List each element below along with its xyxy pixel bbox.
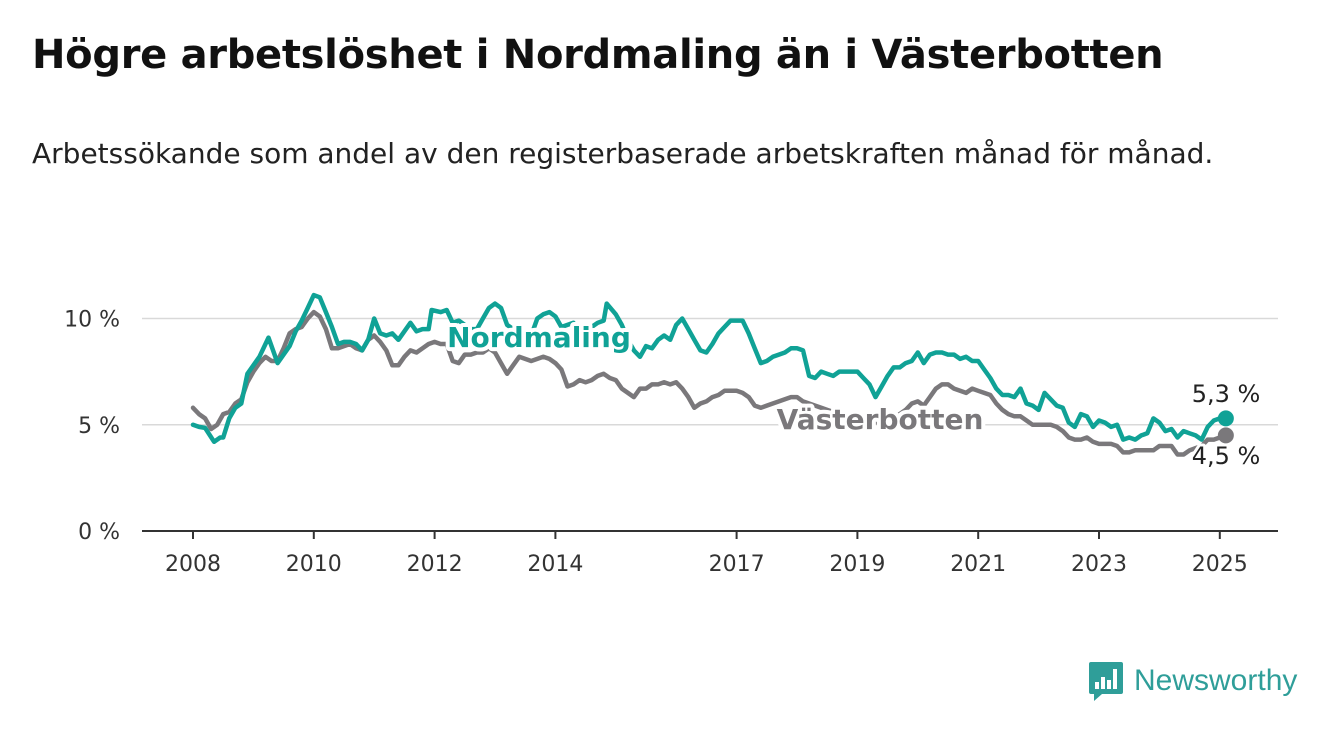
series-label-vasterbotten: Västerbotten: [777, 403, 984, 436]
x-tick-label: 2017: [709, 552, 765, 577]
series-label-vasterbotten-halo: Västerbotten: [777, 403, 984, 436]
end-label-vasterbotten-halo: 4,5 %: [1192, 442, 1261, 470]
brand-name: Newsworthy: [1134, 664, 1298, 697]
series-labels: NordmalingNordmalingVästerbottenVästerbo…: [443, 317, 1263, 473]
series-end-point: [1217, 427, 1234, 444]
series-lines: [190, 292, 1234, 457]
series-end-point: [1217, 410, 1234, 427]
end-label-nordmaling-halo: 5,3 %: [1192, 380, 1261, 408]
y-axis: 0 % 5 % 10 %: [64, 308, 120, 546]
y-tick-label: 0 %: [78, 520, 120, 545]
page-subtitle: Arbetssökande som andel av den registerb…: [32, 137, 1214, 170]
x-tick-label: 2008: [165, 552, 221, 577]
series-label-nordmaling-halo: Nordmaling: [447, 321, 631, 354]
y-tick-label: 10 %: [64, 308, 120, 333]
newsworthy-logo-icon: [1089, 662, 1123, 701]
series-line-västerbotten: [190, 309, 1229, 457]
end-label-vasterbotten: 4,5 %: [1192, 442, 1261, 470]
x-tick-label: 2014: [527, 552, 583, 577]
brand-logo: Newsworthy: [1088, 660, 1297, 702]
x-axis: 2008 2010 2012 2014 2017 2019 2021 2023 2025: [142, 530, 1278, 577]
x-tick-label: 2019: [829, 552, 885, 577]
x-tick-label: 2025: [1192, 552, 1248, 577]
end-label-nordmaling: 5,3 %: [1192, 380, 1261, 408]
x-tick-label: 2023: [1071, 552, 1127, 577]
x-tick-label: 2012: [407, 552, 463, 577]
x-tick-label: 2010: [286, 552, 342, 577]
y-tick-label: 5 %: [78, 414, 120, 439]
page-title: Högre arbetslöshet i Nordmaling än i Väs…: [32, 32, 1164, 78]
gridlines: [142, 317, 1278, 426]
series-line-nordmaling: [190, 292, 1229, 445]
x-tick-label: 2021: [950, 552, 1006, 577]
series-label-nordmaling: Nordmaling: [447, 321, 631, 354]
